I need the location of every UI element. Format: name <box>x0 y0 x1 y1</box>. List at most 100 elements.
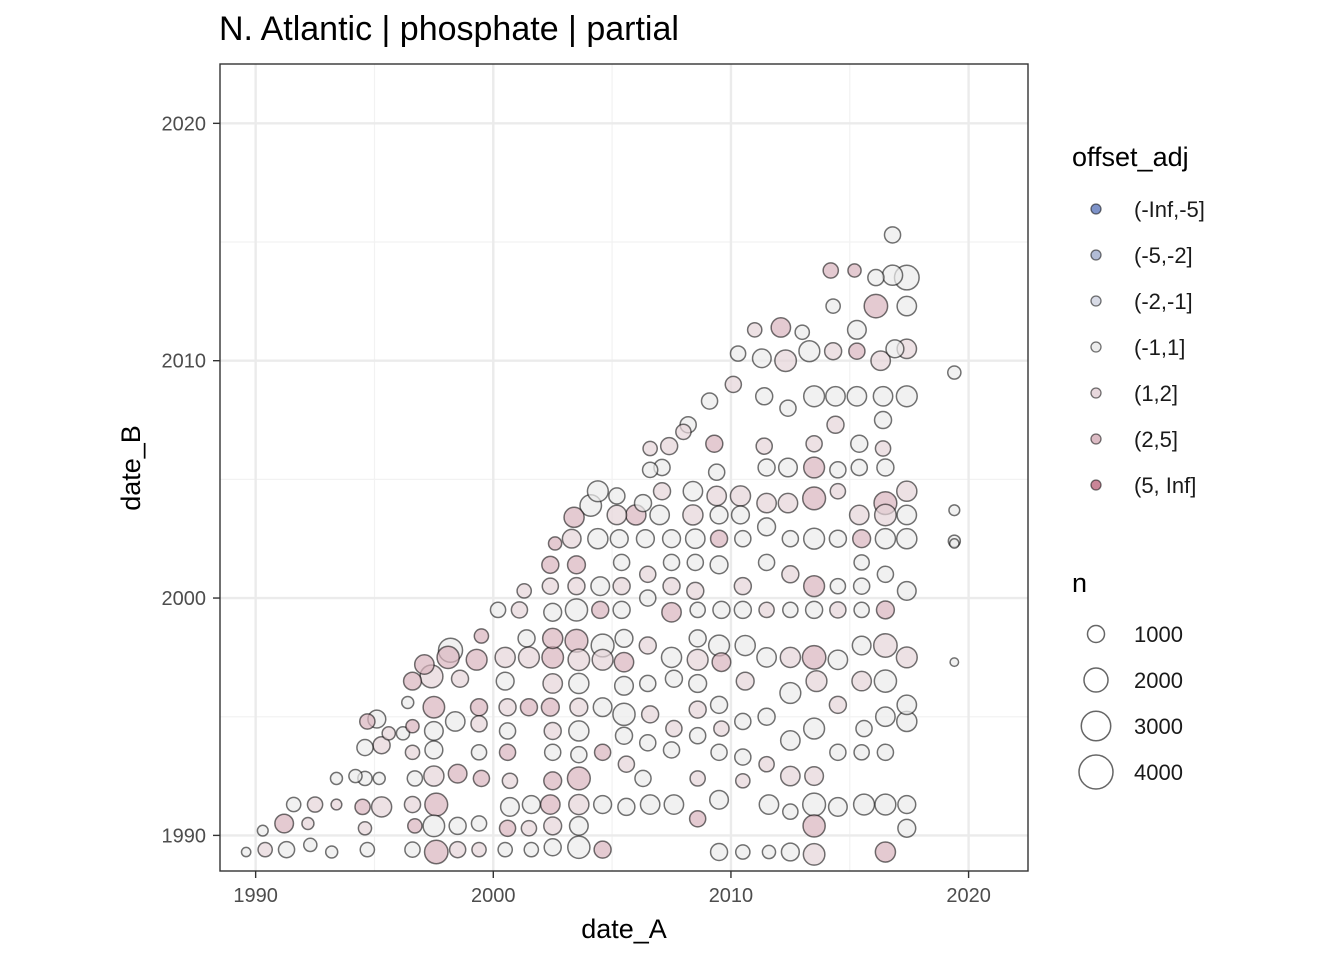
data-point <box>617 797 636 817</box>
data-point <box>754 387 774 406</box>
data-point <box>689 770 707 787</box>
data-point <box>850 458 869 477</box>
data-point <box>606 504 628 526</box>
data-point <box>895 480 918 503</box>
data-point <box>612 553 631 572</box>
data-point <box>782 803 799 821</box>
y-axis: 1990 2000 2010 2020 <box>162 113 220 847</box>
data-point <box>688 673 708 694</box>
data-point <box>801 792 827 817</box>
data-point <box>734 772 751 789</box>
data-point <box>472 769 491 788</box>
data-point <box>822 262 840 279</box>
data-point <box>734 712 752 731</box>
data-point <box>543 816 563 836</box>
legend: offset_adj (-Inf,-5] (-5,-2] (-2,-1] (-1,1]… <box>1072 142 1205 790</box>
data-point <box>567 576 586 596</box>
chart-title: N. Atlantic | phosphate | partial <box>219 10 679 48</box>
data-point <box>896 694 918 716</box>
x-tick-label: 2010 <box>709 885 754 907</box>
size-legend-label: 2000 <box>1134 668 1183 693</box>
data-point <box>829 482 847 500</box>
data-point <box>381 726 397 741</box>
data-point <box>734 634 757 657</box>
data-point <box>614 726 634 745</box>
data-point <box>591 648 614 671</box>
data-point <box>777 457 799 478</box>
data-point <box>359 841 376 858</box>
data-point <box>823 341 843 361</box>
data-point <box>566 766 592 791</box>
data-point <box>301 816 315 831</box>
color-legend-key <box>1090 295 1102 307</box>
data-point <box>404 744 421 761</box>
data-point <box>523 841 540 858</box>
data-point <box>770 317 792 338</box>
data-point <box>358 713 376 730</box>
data-point <box>779 681 802 705</box>
x-axis: 1990 2000 2010 2020 <box>233 871 991 907</box>
data-point <box>638 734 657 752</box>
data-point <box>895 385 918 408</box>
data-point <box>734 844 751 860</box>
color-legend-label: (-1,1] <box>1134 335 1185 360</box>
data-point <box>757 707 776 726</box>
data-point <box>448 816 467 836</box>
size-legend-items: 1000 2000 3000 4000 <box>1078 622 1183 790</box>
data-point <box>870 350 892 372</box>
data-point <box>521 794 541 815</box>
data-point <box>852 793 876 816</box>
data-point <box>853 554 870 571</box>
data-point <box>874 841 897 863</box>
data-point <box>498 743 517 762</box>
data-point <box>541 645 565 669</box>
data-point <box>779 399 797 417</box>
data-point <box>613 675 635 696</box>
data-point <box>779 646 802 669</box>
data-point <box>688 629 707 648</box>
data-point <box>896 295 918 317</box>
data-point <box>758 755 775 773</box>
data-point <box>686 553 705 572</box>
data-point <box>709 555 729 575</box>
data-point <box>357 820 373 836</box>
data-point <box>825 298 841 314</box>
data-point <box>872 633 898 658</box>
data-point <box>470 743 488 761</box>
data-point <box>873 669 898 693</box>
data-point <box>873 503 897 527</box>
data-point <box>638 565 657 584</box>
data-point <box>652 481 672 501</box>
data-point <box>746 321 763 338</box>
data-point <box>590 576 611 597</box>
color-legend-key <box>1090 249 1102 261</box>
data-point <box>612 702 636 727</box>
data-point <box>664 669 684 688</box>
data-point <box>423 839 449 865</box>
data-point <box>876 565 895 584</box>
data-point <box>707 463 726 482</box>
data-point <box>708 789 730 810</box>
data-point <box>851 635 872 656</box>
data-point <box>473 628 490 644</box>
color-legend-label: (1,2] <box>1134 381 1178 406</box>
data-point <box>682 480 704 502</box>
data-point <box>593 840 612 859</box>
color-legend-items: (-Inf,-5] (-5,-2] (-2,-1] (-1,1] (1,2] (2,5] (… <box>1090 197 1205 498</box>
data-point <box>568 672 590 695</box>
data-point <box>846 319 867 340</box>
data-point <box>354 798 371 816</box>
data-point <box>469 697 489 717</box>
data-point <box>782 601 799 619</box>
color-legend-key <box>1090 433 1102 445</box>
data-point <box>423 720 444 742</box>
data-point <box>756 646 778 668</box>
plot-area <box>219 63 1029 872</box>
data-point <box>638 674 657 693</box>
size-legend-label: 4000 <box>1134 760 1183 785</box>
data-point <box>779 765 801 787</box>
data-point <box>566 555 587 575</box>
data-point <box>638 636 658 655</box>
data-point <box>613 651 635 673</box>
